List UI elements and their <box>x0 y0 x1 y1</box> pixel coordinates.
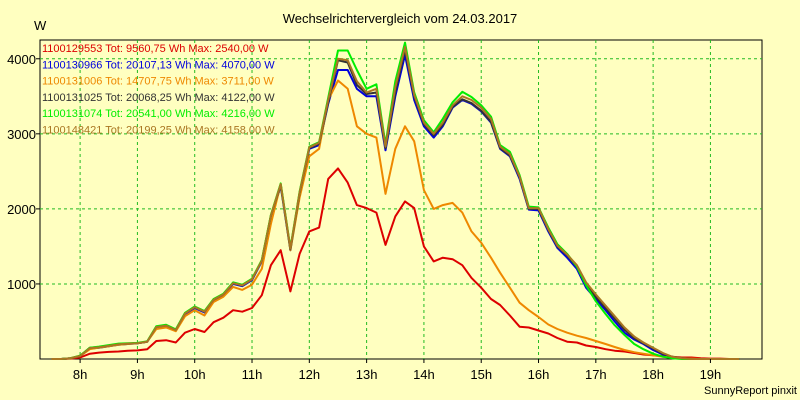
x-tick-label: 11h <box>242 367 263 382</box>
y-tick-label: 4000 <box>7 52 36 67</box>
plot-area <box>39 39 763 360</box>
y-tick-label: 1000 <box>7 277 36 292</box>
legend-entry-1100129553: 1100129553 Tot: 9560,75 Wh Max: 2540,00 … <box>42 43 269 55</box>
x-tick-label: 13h <box>356 367 378 382</box>
x-tick-label: 19h <box>700 367 722 382</box>
y-tick-label: 2000 <box>7 202 36 217</box>
x-tick-label: 8h <box>73 367 87 382</box>
x-tick-label: 9h <box>130 367 144 382</box>
series-line-1100129553 <box>51 167 740 360</box>
x-axis-ticks: 8h 9h 10h 11h 12h 13h 14h 15h 16h 17h 18h 19h <box>73 359 721 382</box>
x-tick-label: 18h <box>642 367 664 382</box>
legend-entry-1100131006: 1100131006 Tot: 14707,75 Wh Max: 3711,00… <box>42 76 274 88</box>
series-lines <box>51 41 740 360</box>
y-axis-ticks: 1000 2000 3000 4000 <box>7 52 40 292</box>
x-tick-label: 10h <box>184 367 206 382</box>
legend-entry-1100131074: 1100131074 Tot: 20541,00 Wh Max: 4216,00… <box>42 108 275 120</box>
y-axis-unit-label: W <box>34 18 47 33</box>
x-tick-label: 12h <box>298 367 320 382</box>
legend-entry-1100130966: 1100130966 Tot: 20107,13 Wh Max: 4070,00… <box>42 59 275 71</box>
chart-credit: SunnyReport pinxit <box>704 385 797 397</box>
y-tick-label: 3000 <box>7 127 36 142</box>
x-tick-label: 14h <box>413 367 435 382</box>
legend: 1100129553 Tot: 9560,75 Wh Max: 2540,00 … <box>42 43 275 137</box>
series-line-1100148421 <box>51 45 740 360</box>
chart-title: Wechselrichtervergleich vom 24.03.2017 <box>283 11 518 26</box>
x-tick-label: 15h <box>470 367 492 382</box>
legend-entry-1100148421: 1100148421 Tot: 20199,25 Wh Max: 4158,00… <box>42 125 275 137</box>
plot-frame <box>39 39 763 360</box>
x-tick-label: 17h <box>585 367 607 382</box>
legend-entry-1100131025: 1100131025 Tot: 20068,25 Wh Max: 4122,00… <box>42 92 275 104</box>
x-tick-label: 16h <box>528 367 550 382</box>
series-line-1100131006 <box>51 79 740 360</box>
